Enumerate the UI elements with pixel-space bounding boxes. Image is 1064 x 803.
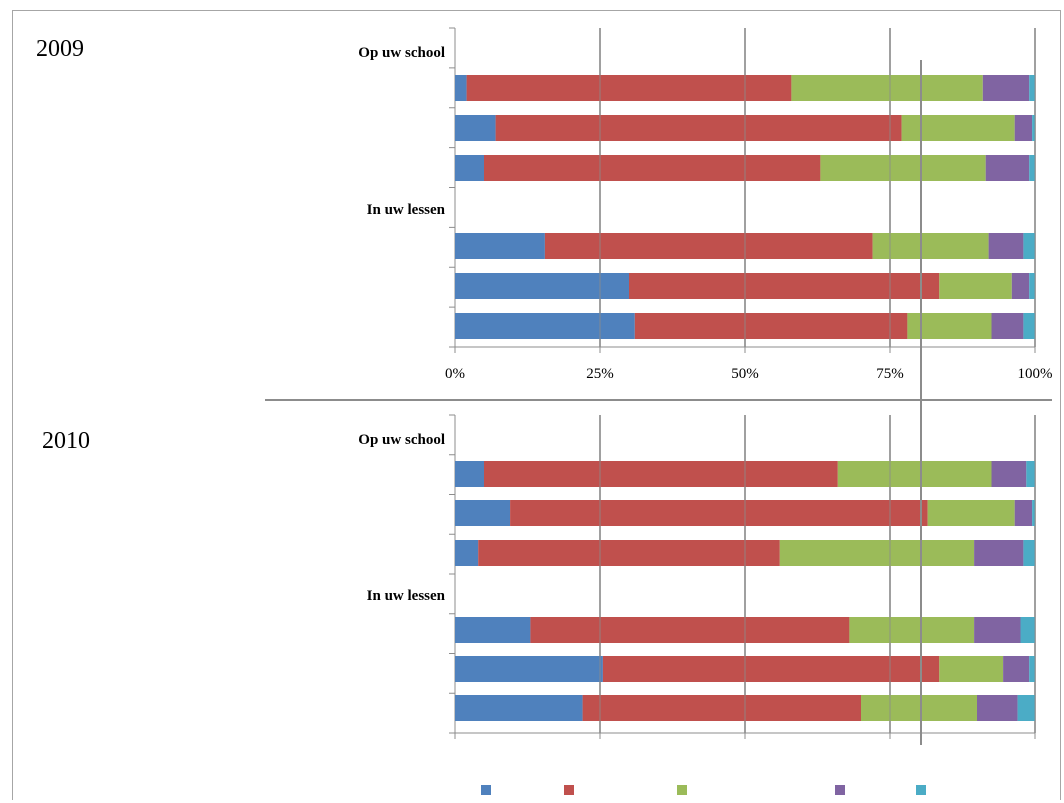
bar-segment [455,617,531,643]
section-label: In uw lessen [367,588,446,604]
bar-segment [1011,273,1030,299]
bar-segment [977,695,1018,721]
bar-segment [455,273,629,299]
chart-frame [12,10,1061,800]
year-label-2010: 2010 [42,428,90,454]
bar-segment [1023,540,1035,566]
bar-segment [939,273,1012,299]
bar-segment [634,313,908,339]
bar-segment [1029,656,1035,682]
bar-segment [820,155,986,181]
bar-segment [455,75,467,101]
bar-segment [1014,500,1033,526]
section-label: Op uw school [358,432,445,448]
bar-segment [1017,695,1035,721]
bar-segment [837,461,992,487]
x-tick-label: 0% [445,366,465,382]
x-tick-label: 25% [586,366,614,382]
legend-swatch [677,785,687,795]
year-label-2009: 2009 [36,36,84,62]
bar-segment [988,233,1024,259]
legend-swatch [835,785,845,795]
legend-swatch [916,785,926,795]
bar-segment [872,233,989,259]
bar-segment [455,656,603,682]
bar-segment [791,75,983,101]
bar-segment [1026,461,1035,487]
bar-segment [974,540,1024,566]
bar-segment [544,233,873,259]
bar-segment [530,617,850,643]
section-label: In uw lessen [367,202,446,218]
bar-segment [484,461,838,487]
bar-segment [1029,155,1035,181]
bar-segment [455,540,479,566]
bar-segment [991,461,1027,487]
x-tick-label: 100% [1018,366,1053,382]
bar-segment [455,461,484,487]
legend-swatch [481,785,491,795]
bar-segment [982,75,1030,101]
bar-segment [455,233,545,259]
bar-segment [901,115,1015,141]
bar-segment [985,155,1030,181]
bar-segment [495,115,902,141]
bar-segment [1003,656,1030,682]
bar-segment [510,500,928,526]
bar-segment [629,273,940,299]
bar-segment [455,115,496,141]
bar-segment [455,313,635,339]
bar-segment [478,540,780,566]
bar-segment [582,695,861,721]
bar-segment [1029,273,1035,299]
bar-segment [1014,115,1033,141]
bar-segment [927,500,1015,526]
legend-swatch [564,785,574,795]
bar-segment [991,313,1024,339]
bar-segment [1029,75,1035,101]
bar-segment [1032,500,1035,526]
bar-segment [455,695,583,721]
bar-segment [455,500,511,526]
x-tick-label: 75% [876,366,904,382]
bar-segment [466,75,792,101]
bar-segment [779,540,975,566]
bar-segment [1023,313,1035,339]
bar-segment [939,656,1004,682]
bar-segment [1020,617,1035,643]
bar-segment [484,155,821,181]
bar-segment [861,695,977,721]
bar-segment [1023,233,1035,259]
bar-segment [455,155,484,181]
bar-segment [849,617,975,643]
x-tick-label: 50% [731,366,759,382]
bar-segment [1032,115,1035,141]
bar-segment [602,656,940,682]
section-label: Op uw school [358,45,445,61]
bar-segment [974,617,1021,643]
